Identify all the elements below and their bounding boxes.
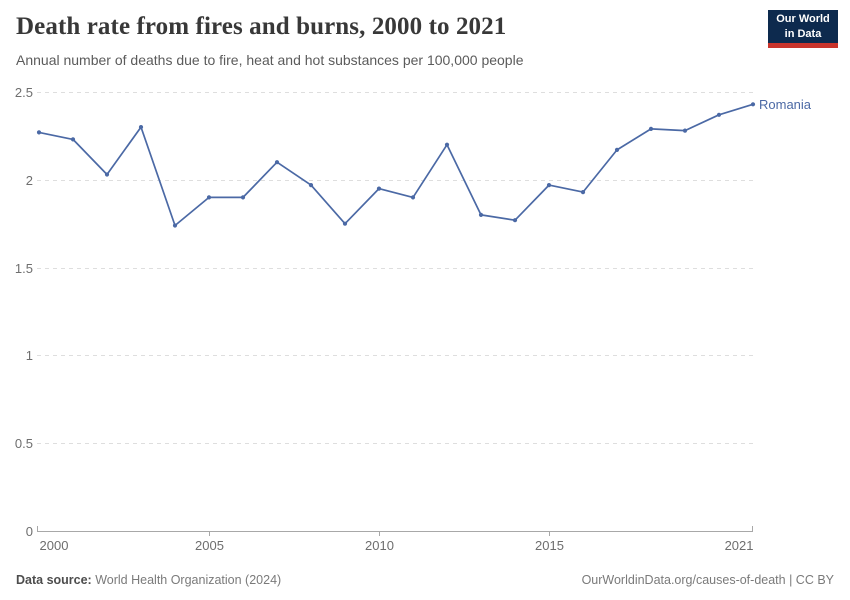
y-tick-label: 2	[26, 173, 33, 188]
data-point[interactable]	[614, 147, 620, 152]
data-point[interactable]	[648, 126, 654, 131]
x-tick-label: 2021	[725, 538, 754, 553]
data-point[interactable]	[70, 137, 76, 142]
chart-footer: Data source: World Health Organization (…	[16, 573, 834, 587]
data-line[interactable]	[38, 103, 754, 227]
data-point[interactable]	[478, 212, 484, 217]
data-point[interactable]	[274, 160, 280, 165]
owid-logo-line1: Our World	[776, 13, 830, 26]
credit-link[interactable]: OurWorldinData.org/causes-of-death | CC …	[581, 573, 834, 587]
data-point[interactable]	[580, 190, 586, 195]
y-tick-label: 0.5	[15, 436, 33, 451]
y-tick-label: 1	[26, 348, 33, 363]
series-label[interactable]: Romania	[759, 97, 812, 112]
data-point[interactable]	[172, 223, 178, 228]
owid-logo-line2: in Data	[784, 27, 822, 40]
x-tick-label: 2010	[365, 538, 394, 553]
data-point[interactable]	[308, 183, 314, 188]
y-tick-label: 1.5	[15, 261, 33, 276]
data-point[interactable]	[444, 142, 450, 147]
data-point[interactable]	[546, 183, 552, 188]
x-tick-label: 2000	[40, 538, 69, 553]
data-point[interactable]	[682, 128, 688, 133]
owid-logo[interactable]: Our World in Data	[768, 10, 838, 48]
data-point[interactable]	[750, 102, 756, 107]
data-point[interactable]	[410, 195, 416, 200]
chart-subtitle: Annual number of deaths due to fire, hea…	[16, 52, 524, 68]
data-source-note: Data source: World Health Organization (…	[16, 573, 281, 587]
chart-title: Death rate from fires and burns, 2000 to…	[16, 13, 507, 40]
x-tick-label: 2005	[195, 538, 224, 553]
data-source-value: World Health Organization (2024)	[95, 573, 282, 587]
x-tick-label: 2015	[535, 538, 564, 553]
data-point[interactable]	[36, 130, 42, 135]
data-point[interactable]	[206, 195, 212, 200]
data-point[interactable]	[138, 125, 144, 130]
data-source-label: Data source:	[16, 573, 92, 587]
data-point[interactable]	[376, 186, 382, 191]
data-point[interactable]	[716, 112, 722, 117]
y-tick-label: 2.5	[15, 85, 33, 100]
data-point[interactable]	[240, 195, 246, 200]
data-point[interactable]	[512, 218, 518, 223]
y-tick-label: 0	[26, 524, 33, 539]
data-point[interactable]	[342, 221, 348, 226]
data-point[interactable]	[104, 172, 110, 177]
